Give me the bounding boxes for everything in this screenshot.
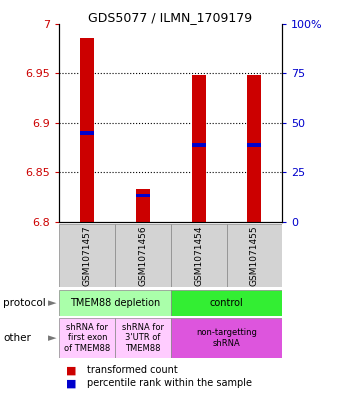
Bar (171, 318, 282, 358)
Text: TMEM88 depletion: TMEM88 depletion (70, 298, 160, 308)
Text: GSM1071455: GSM1071455 (250, 225, 259, 286)
Bar (80, 39, 94, 222)
Bar (226, 224, 282, 287)
Text: control: control (210, 298, 243, 308)
Text: ■: ■ (66, 365, 77, 375)
Text: shRNA for
3'UTR of
TMEM88: shRNA for 3'UTR of TMEM88 (122, 323, 164, 353)
Text: GSM1071454: GSM1071454 (194, 225, 203, 286)
Text: other: other (3, 333, 31, 343)
Text: ■: ■ (66, 378, 77, 388)
Bar (171, 224, 226, 287)
Text: GSM1071457: GSM1071457 (83, 225, 92, 286)
Text: GDS5077 / ILMN_1709179: GDS5077 / ILMN_1709179 (88, 11, 252, 24)
Text: ►: ► (49, 298, 57, 308)
Text: protocol: protocol (3, 298, 46, 308)
Bar (115, 318, 171, 358)
Text: GSM1071456: GSM1071456 (138, 225, 148, 286)
Bar (59, 224, 115, 287)
Text: transformed count: transformed count (87, 365, 177, 375)
Bar (115, 224, 171, 287)
Bar (248, 143, 261, 147)
Text: percentile rank within the sample: percentile rank within the sample (87, 378, 252, 388)
Bar (59, 290, 171, 316)
Bar (248, 75, 261, 222)
Bar (192, 143, 206, 147)
Bar (192, 75, 206, 222)
Bar (171, 290, 282, 316)
Text: ►: ► (49, 333, 57, 343)
Bar (136, 189, 150, 222)
Text: non-targetting
shRNA: non-targetting shRNA (196, 328, 257, 348)
Text: shRNA for
first exon
of TMEM88: shRNA for first exon of TMEM88 (64, 323, 110, 353)
Bar (136, 194, 150, 197)
Bar (59, 318, 115, 358)
Bar (80, 131, 94, 135)
